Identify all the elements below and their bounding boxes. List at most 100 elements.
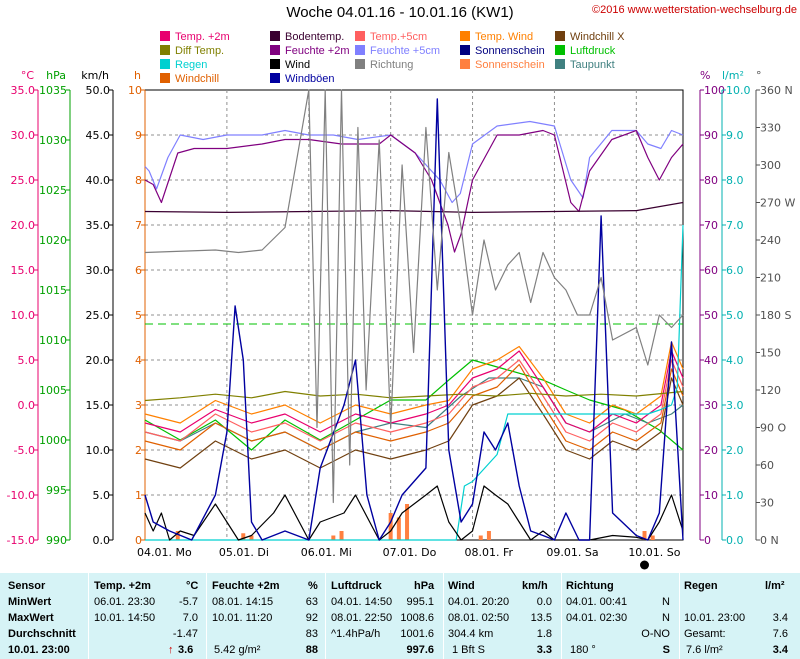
stats-cell: 08.01. 02:50 bbox=[448, 612, 510, 624]
axis-tick-label: 30 bbox=[704, 399, 718, 412]
axis-tick-label: 990 bbox=[46, 534, 67, 547]
axis-tick-label: 4.0 bbox=[726, 354, 744, 367]
sunshine-bar bbox=[405, 504, 410, 540]
axis-tick-label: 1015 bbox=[39, 284, 67, 297]
legend-label: Sonnenschein bbox=[475, 59, 545, 71]
legend-swatch bbox=[460, 31, 470, 41]
legend-swatch bbox=[355, 45, 365, 55]
axis-tick-label: -5.0 bbox=[14, 444, 35, 457]
temp-unit-header: °C bbox=[186, 580, 199, 592]
legend-label: Bodentemp. bbox=[285, 31, 345, 43]
axis-tick-label: 9.0 bbox=[726, 129, 744, 142]
stats-cell: 10.01. 23:00 bbox=[684, 612, 746, 624]
legend-swatch bbox=[355, 31, 365, 41]
axis-tick-label: 7.0 bbox=[726, 219, 744, 232]
axis-tick-label: -15.0 bbox=[7, 534, 35, 547]
current-hum: 88 bbox=[305, 644, 318, 656]
series-line bbox=[144, 98, 684, 541]
axis-tick-label: 0 bbox=[704, 534, 711, 547]
series-line bbox=[144, 359, 684, 451]
legend-label: Sonnenschein bbox=[475, 45, 545, 57]
axis-tick-label: 1005 bbox=[39, 384, 67, 397]
panel-divider bbox=[206, 573, 207, 659]
legend-item: Temp. Wind bbox=[460, 30, 533, 44]
stats-cell: 7.0 bbox=[182, 612, 198, 624]
stats-cell: 08.01. 14:15 bbox=[212, 596, 274, 608]
current-press: 997.6 bbox=[406, 644, 434, 656]
axis-tick-label: 30.0 bbox=[11, 129, 36, 142]
axis-tick-label: 60 bbox=[704, 264, 718, 277]
axis-tick-label: 150 bbox=[760, 347, 781, 360]
legend-item: Temp.+5cm bbox=[355, 30, 427, 44]
axis-tick-label: 0 bbox=[135, 534, 142, 547]
stats-cell: -5.7 bbox=[179, 596, 198, 608]
axis-unit-label: % bbox=[700, 69, 710, 82]
legend-swatch bbox=[160, 59, 170, 69]
current-wind: 3.3 bbox=[536, 644, 552, 656]
legend-item: Taupunkt bbox=[555, 58, 615, 72]
current-dir: S bbox=[662, 644, 670, 656]
rain-header: Regen bbox=[684, 580, 718, 592]
axis-tick-label: 45.0 bbox=[86, 129, 111, 142]
axis-tick-label: 300 bbox=[760, 159, 781, 172]
axis-tick-label: 90 O bbox=[760, 422, 786, 435]
axis-tick-label: 8.0 bbox=[726, 174, 744, 187]
axis-unit-label: ° bbox=[756, 69, 762, 82]
legend-swatch bbox=[160, 73, 170, 83]
panel-divider bbox=[443, 573, 444, 659]
sunshine-bar bbox=[249, 535, 254, 540]
legend-swatch bbox=[270, 73, 280, 83]
axis-tick-label: 90 bbox=[704, 129, 718, 142]
axis-tick-label: 10.0 bbox=[726, 84, 751, 97]
legend-label: Wind bbox=[285, 59, 311, 71]
axis-tick-label: 1010 bbox=[39, 334, 67, 347]
current-label: 10.01. 23:00 bbox=[8, 644, 70, 656]
stats-cell: 10.01. 14:50 bbox=[94, 612, 156, 624]
legend-item: Regen bbox=[160, 58, 207, 72]
sunshine-bar bbox=[175, 531, 180, 540]
axis-tick-label: 0.0 bbox=[18, 399, 36, 412]
stats-cell: 13.5 bbox=[530, 612, 552, 624]
axis-tick-label: 6 bbox=[135, 264, 142, 277]
axis-tick-label: 180 S bbox=[760, 309, 791, 322]
axis-tick-label: 3.0 bbox=[726, 399, 744, 412]
axis-tick-label: 1000 bbox=[39, 434, 67, 447]
axis-tick-label: 1020 bbox=[39, 234, 67, 247]
chart-legend: Temp. +2m Bodentemp. Temp.+5cm Temp. Wind Wi… bbox=[160, 30, 630, 88]
axis-tick-label: 2.0 bbox=[726, 444, 744, 457]
legend-label: Temp. +2m bbox=[175, 31, 230, 43]
copyright-link[interactable]: ©2016 www.wetterstation-wechselburg.de bbox=[592, 4, 797, 16]
series-line bbox=[144, 129, 684, 253]
legend-swatch bbox=[555, 59, 565, 69]
series-line bbox=[144, 485, 684, 541]
axis-unit-label: °C bbox=[21, 69, 35, 82]
stats-cell: N bbox=[662, 612, 670, 624]
series-line bbox=[144, 377, 684, 469]
axis-tick-label: 4 bbox=[135, 354, 142, 367]
x-tick-label: 09.01. Sa bbox=[546, 546, 598, 559]
legend-item: Sonnenschein bbox=[460, 44, 545, 58]
stats-cell: 304.4 km bbox=[448, 628, 494, 640]
stats-cell: 83 bbox=[305, 628, 318, 640]
sunshine-bar bbox=[486, 531, 491, 540]
axis-tick-label: 25.0 bbox=[11, 174, 36, 187]
legend-label: Regen bbox=[175, 59, 208, 71]
axis-tick-label: 5.0 bbox=[18, 354, 36, 367]
wind-header: Wind bbox=[448, 580, 475, 592]
legend-label: Temp.+5cm bbox=[370, 31, 428, 43]
legend-item: Richtung bbox=[355, 58, 413, 72]
axis-tick-label: 9 bbox=[135, 129, 142, 142]
stats-cell: 1001.6 bbox=[400, 628, 434, 640]
stats-cell: 06.01. 23:30 bbox=[94, 596, 156, 608]
series-line bbox=[144, 89, 684, 504]
series-line bbox=[144, 201, 684, 213]
legend-item: Windchill X bbox=[555, 30, 624, 44]
sunshine-bar bbox=[339, 531, 344, 540]
sunshine-bar bbox=[241, 533, 246, 540]
axis-tick-label: 30 bbox=[760, 497, 774, 510]
current-dir-extra: 180 ° bbox=[570, 644, 596, 656]
x-tick-label: 04.01. Mo bbox=[137, 546, 192, 559]
axis-tick-label: 10 bbox=[128, 84, 142, 97]
legend-label: Taupunkt bbox=[570, 59, 615, 71]
axis-tick-label: 360 N bbox=[760, 84, 793, 97]
